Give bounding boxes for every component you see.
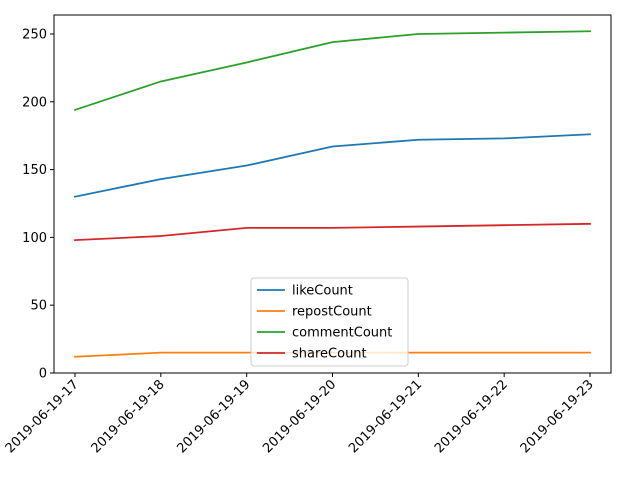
series-line-likeCount: [73, 133, 591, 198]
y-tick-label: 200: [22, 95, 47, 110]
y-tick-label: 0: [39, 367, 47, 382]
legend-label-commentCount: commentCount: [292, 326, 392, 341]
y-tick-label: 150: [22, 163, 47, 178]
y-tick-label: 250: [22, 27, 47, 42]
series-line-commentCount: [73, 30, 591, 112]
legend-label-likeCount: likeCount: [292, 284, 353, 299]
y-tick-label: 100: [22, 231, 47, 246]
legend-label-shareCount: shareCount: [292, 347, 367, 362]
series-line-shareCount: [74, 222, 591, 242]
legend: likeCount repostCount commentCount shareCou…: [250, 277, 409, 367]
y-tick-label: 50: [30, 299, 47, 314]
legend-box: [250, 277, 409, 367]
legend-label-repostCount: repostCount: [292, 305, 372, 320]
